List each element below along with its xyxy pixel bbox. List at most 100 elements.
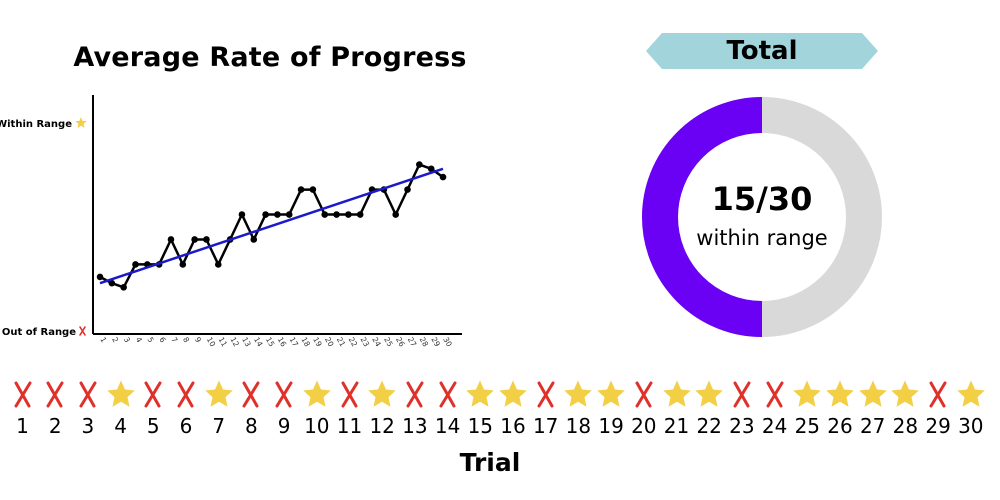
x-tick-label: 30: [441, 336, 454, 349]
data-point: [321, 211, 329, 218]
x-tick-label: 23: [358, 336, 371, 349]
cross-icon: [39, 378, 72, 410]
star-icon: [791, 378, 824, 410]
star-icon: [660, 378, 693, 410]
trial-number: 12: [369, 414, 395, 438]
total-banner-shape: [646, 33, 878, 69]
trial-item: 19: [595, 378, 628, 438]
trial-number: 10: [304, 414, 330, 438]
y-tick-label-within: Within Range: [0, 119, 72, 130]
x-tick-label: 8: [181, 336, 191, 345]
cross-icon: [333, 378, 366, 410]
trial-number: 22: [696, 414, 722, 438]
data-point: [120, 284, 127, 291]
trial-number: 4: [114, 414, 127, 438]
cross-icon: [725, 378, 758, 410]
trial-item: 21: [660, 378, 693, 438]
cross-icon: [235, 378, 268, 410]
x-tick-label: 7: [169, 336, 179, 345]
trial-item: 27: [856, 378, 889, 438]
data-point: [297, 186, 305, 193]
star-icon: [595, 378, 628, 410]
data-point: [285, 211, 293, 218]
trial-item: 12: [366, 378, 399, 438]
trial-item: 5: [137, 378, 170, 438]
trial-item: 23: [725, 378, 758, 438]
data-point: [191, 236, 198, 243]
trial-item: 16: [497, 378, 530, 438]
trial-item: 20: [627, 378, 660, 438]
trial-number: 21: [663, 414, 690, 438]
x-tick-label: 10: [205, 336, 218, 349]
trial-item: 7: [202, 378, 235, 438]
trial-item: 17: [529, 378, 562, 438]
x-tick-label: 28: [418, 336, 431, 349]
trial-axis-label: Trial: [459, 448, 521, 477]
x-tick-label: 19: [311, 336, 324, 349]
trial-item: 14: [431, 378, 464, 438]
star-icon: [693, 378, 726, 410]
trial-number: 15: [467, 414, 494, 438]
trial-number: 13: [402, 414, 428, 438]
trial-item: 18: [562, 378, 595, 438]
trial-item: 9: [268, 378, 301, 438]
chart-title: Average Rate of Progress: [73, 42, 467, 73]
cross-icon: [398, 378, 431, 410]
y-tick-label-out: Out of Range: [2, 327, 76, 338]
star-icon: [824, 378, 857, 410]
trial-number: 16: [500, 414, 526, 438]
data-point: [167, 236, 175, 243]
star-icon: [202, 378, 235, 410]
star-icon: [464, 378, 497, 410]
x-tick-label: 3: [122, 336, 132, 345]
trial-number: 9: [277, 414, 291, 438]
x-tick-label: 11: [217, 336, 230, 349]
trial-number: 6: [179, 414, 193, 438]
star-icon: [75, 117, 87, 128]
data-point: [274, 211, 281, 218]
data-point: [238, 211, 246, 218]
star-icon: [366, 378, 399, 410]
trial-number: 30: [958, 414, 984, 438]
x-tick-label: 29: [429, 336, 442, 349]
trial-number: 25: [794, 414, 821, 438]
cross-icon: [137, 378, 170, 410]
data-point: [427, 165, 435, 173]
trial-item: 1: [6, 378, 39, 438]
x-tick-label: 12: [228, 336, 241, 349]
trial-item: 11: [333, 378, 366, 438]
x-tick-label: 18: [299, 336, 312, 349]
star-icon: [104, 378, 137, 410]
trial-number: 11: [336, 414, 363, 438]
trial-item: 3: [71, 378, 104, 438]
star-icon: [889, 378, 922, 410]
cross-icon: [6, 378, 39, 410]
trial-item: 2: [39, 378, 72, 438]
x-tick-label: 27: [406, 336, 419, 349]
donut-value: 15/30: [711, 180, 813, 218]
trial-number: 27: [859, 414, 886, 438]
x-tick-label: 20: [323, 336, 336, 349]
x-tick-label: 21: [335, 336, 348, 349]
x-tick-label: 24: [370, 336, 383, 349]
trial-item: 29: [922, 378, 955, 438]
trial-number: 8: [245, 414, 258, 438]
x-tick-label: 15: [264, 336, 277, 349]
data-point: [345, 211, 352, 218]
data-point: [96, 273, 104, 281]
trial-item: 8: [235, 378, 268, 438]
donut-caption: within range: [696, 226, 828, 250]
trial-item: 4: [104, 378, 137, 438]
trial-number: 3: [81, 414, 95, 438]
trial-item: 25: [791, 378, 824, 438]
cross-icon: [758, 378, 791, 410]
trial-number: 24: [761, 414, 788, 438]
data-point: [356, 211, 364, 218]
total-label: Total: [726, 36, 798, 66]
data-point: [214, 261, 222, 268]
trial-item: 24: [758, 378, 791, 438]
data-point: [439, 173, 447, 181]
data-point: [404, 186, 411, 193]
trial-item: 13: [398, 378, 431, 438]
